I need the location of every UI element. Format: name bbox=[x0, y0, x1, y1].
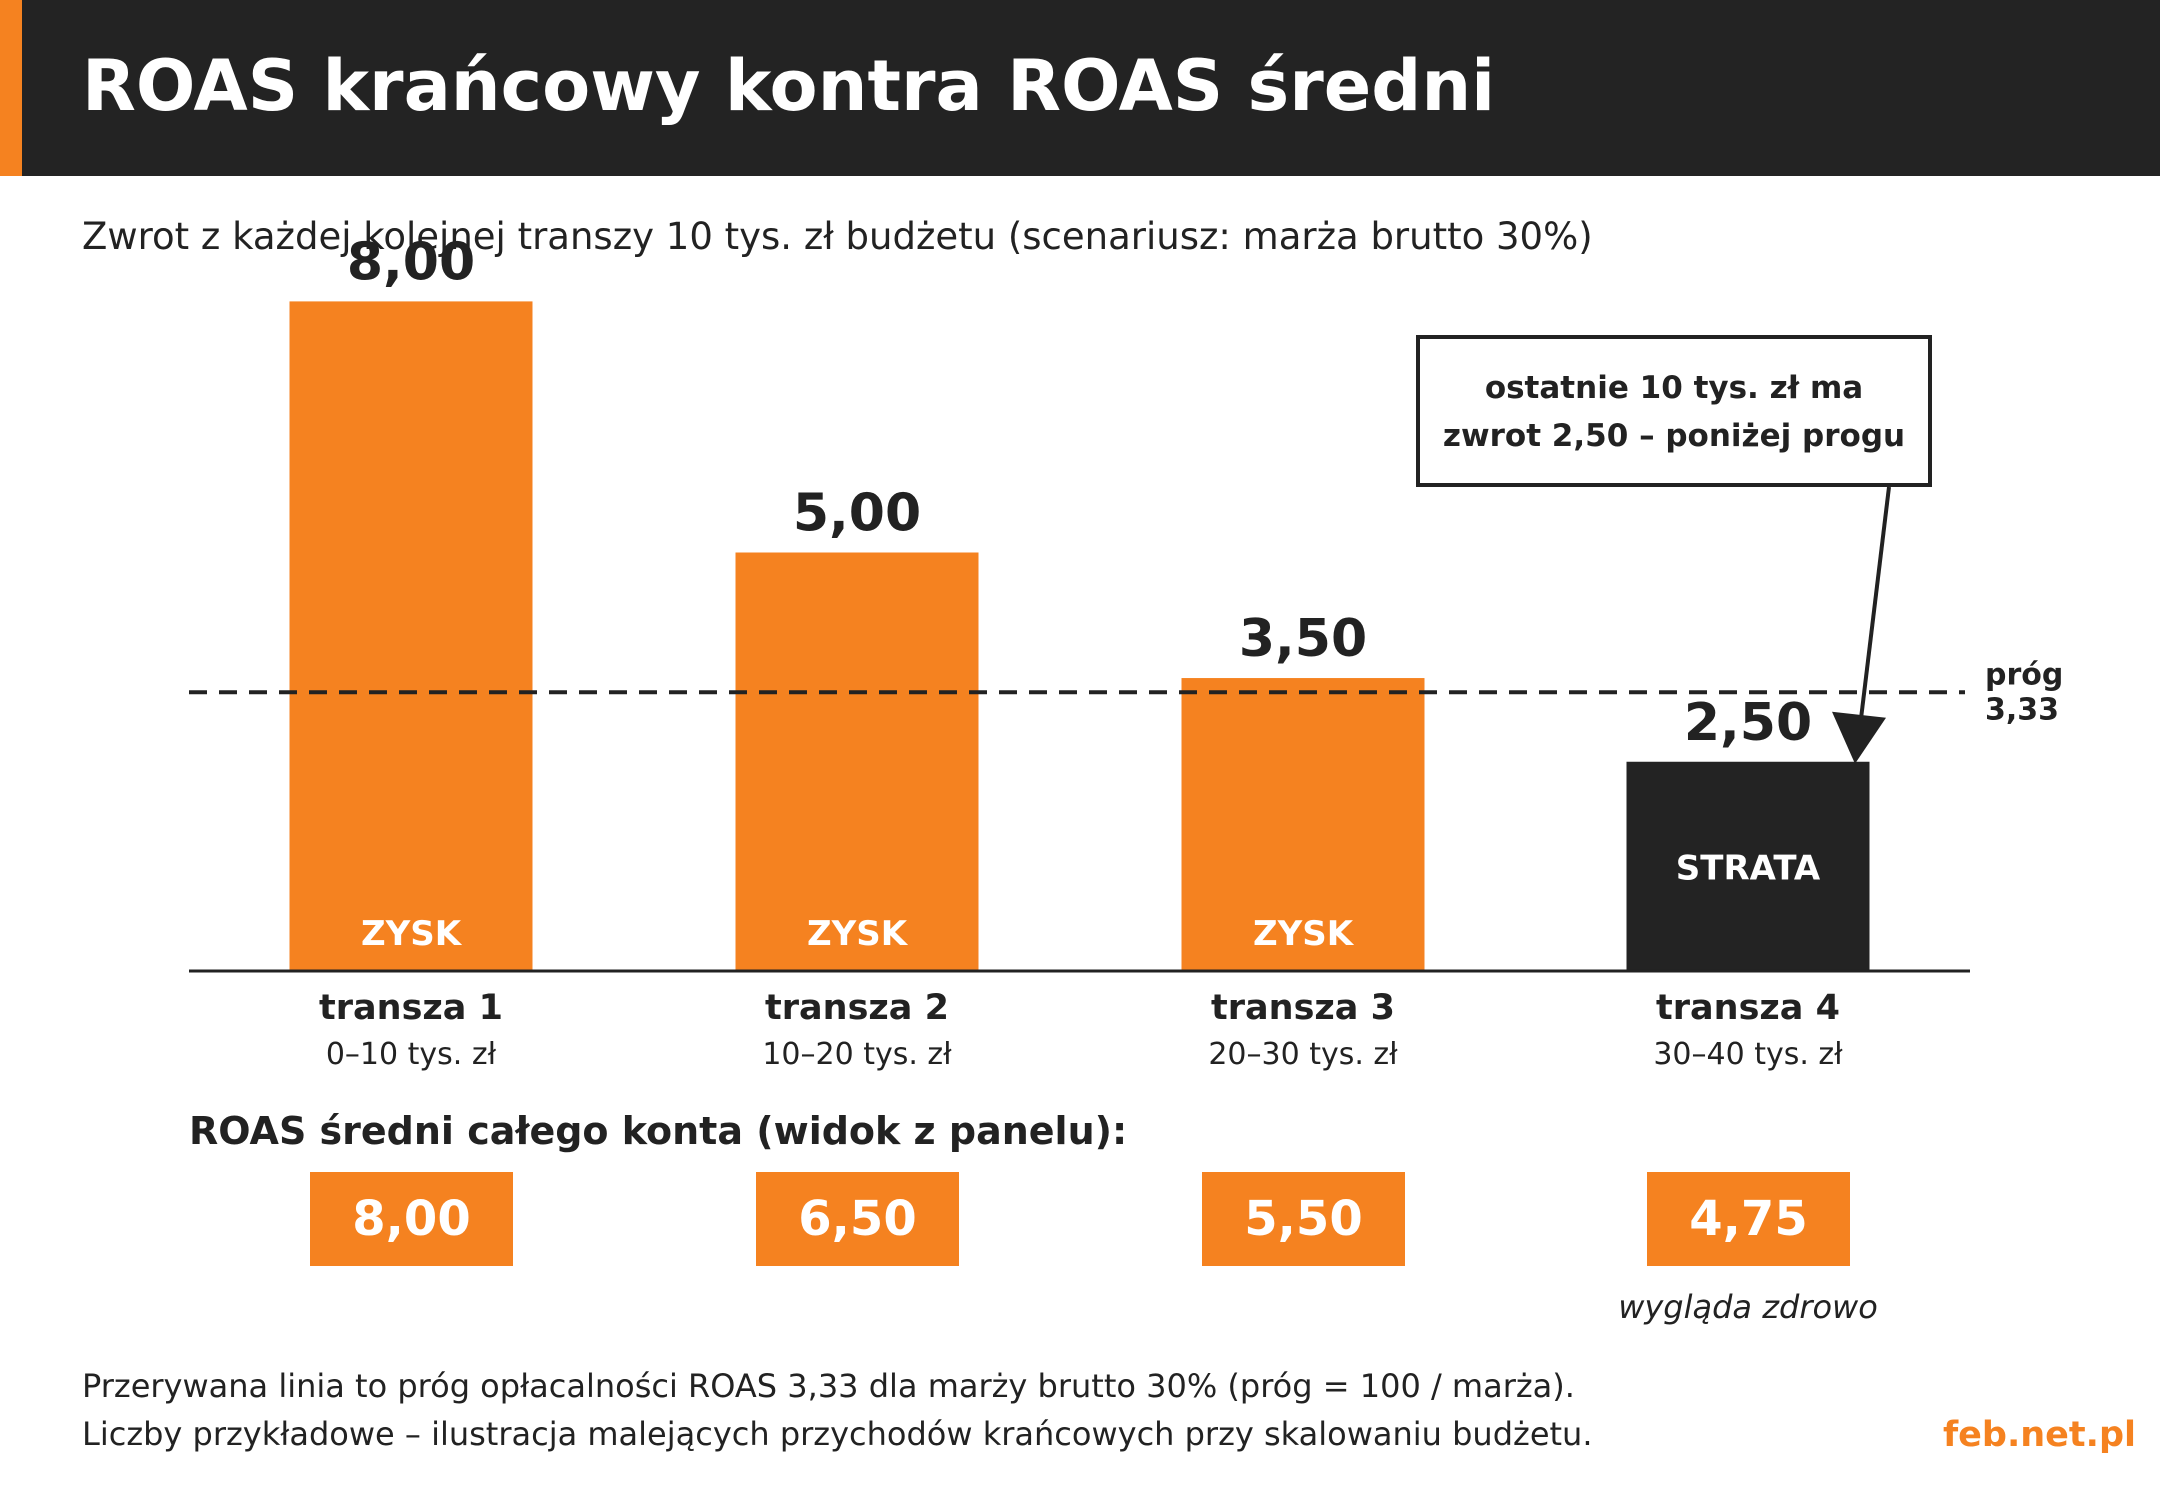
average-roas-box: 6,50 bbox=[756, 1172, 959, 1266]
bar-value-label: 3,50 bbox=[1239, 609, 1367, 669]
threshold-label: próg bbox=[1985, 657, 2063, 692]
bar-status-label: STRATA bbox=[1676, 848, 1821, 888]
bar-status-label: ZYSK bbox=[807, 914, 909, 954]
bar-value-label: 8,00 bbox=[347, 232, 475, 292]
annotation-text: zwrot 2,50 – poniżej progu bbox=[1443, 418, 1905, 454]
page-title: ROAS krańcowy kontra ROAS średni bbox=[82, 45, 1496, 127]
threshold-value-label: 3,33 bbox=[1985, 692, 2059, 727]
bar-transza-1 bbox=[289, 301, 533, 971]
bar-transza-4 bbox=[1626, 761, 1870, 971]
average-roas-box: 4,75 bbox=[1647, 1172, 1850, 1266]
category-sublabel: 30–40 tys. zł bbox=[1653, 1037, 1843, 1072]
annotation-arrow bbox=[1852, 486, 1891, 756]
average-roas-note: wygląda zdrowo bbox=[1618, 1288, 1878, 1326]
annotation-arrowhead bbox=[1832, 711, 1886, 764]
category-sublabel: 0–10 tys. zł bbox=[326, 1037, 497, 1072]
bar-status-label: ZYSK bbox=[361, 914, 463, 954]
category-label: transza 4 bbox=[1656, 988, 1840, 1028]
bar-status-label: ZYSK bbox=[1253, 914, 1355, 954]
bar-transza-3 bbox=[1181, 678, 1425, 971]
bar-value-label: 5,00 bbox=[793, 484, 921, 544]
average-roas-heading: ROAS średni całego konta (widok z panelu… bbox=[189, 1109, 1128, 1153]
category-label: transza 1 bbox=[319, 988, 503, 1028]
brand-logo-text: feb.net.pl bbox=[1942, 1415, 2136, 1455]
bar-transza-2 bbox=[735, 552, 979, 971]
category-sublabel: 10–20 tys. zł bbox=[762, 1037, 952, 1072]
average-roas-box: 5,50 bbox=[1202, 1172, 1405, 1266]
category-sublabel: 20–30 tys. zł bbox=[1208, 1037, 1398, 1072]
footnote-threshold: Przerywana linia to próg opłacalności RO… bbox=[82, 1367, 1575, 1405]
average-roas-box: 8,00 bbox=[310, 1172, 513, 1266]
annotation-box bbox=[1416, 335, 1932, 487]
header: ROAS krańcowy kontra ROAS średni bbox=[0, 0, 2160, 176]
footnote-example: Liczby przykładowe – ilustracja malejący… bbox=[82, 1415, 1593, 1453]
bar-value-label: 2,50 bbox=[1684, 693, 1812, 753]
chart-subtitle: Zwrot z każdej kolejnej transzy 10 tys. … bbox=[82, 215, 1593, 258]
annotation-text: ostatnie 10 tys. zł ma bbox=[1485, 370, 1863, 406]
category-label: transza 3 bbox=[1211, 988, 1395, 1028]
category-label: transza 2 bbox=[765, 988, 949, 1028]
header-accent-bar bbox=[0, 0, 22, 176]
